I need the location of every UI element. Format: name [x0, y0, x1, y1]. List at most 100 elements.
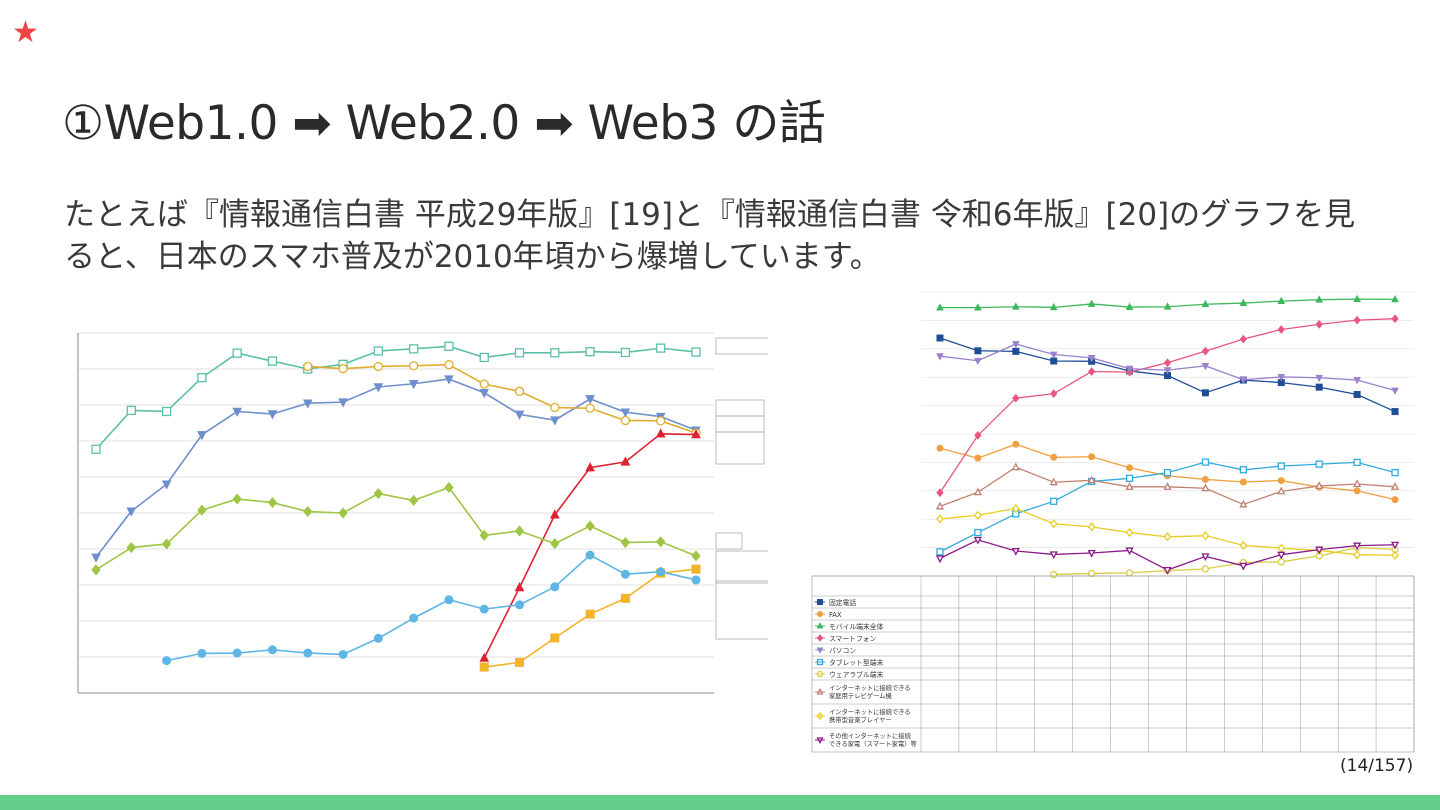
data-point	[656, 343, 666, 353]
data-point	[656, 567, 666, 577]
data-point	[373, 487, 384, 500]
data-point	[936, 548, 944, 556]
data-point	[691, 429, 701, 439]
data-point	[479, 662, 489, 672]
data-point	[126, 541, 136, 554]
data-point	[126, 405, 136, 416]
data-point	[514, 525, 525, 537]
data-point	[408, 380, 419, 390]
data-point	[691, 347, 701, 357]
data-point	[1050, 570, 1058, 579]
data-point	[1315, 374, 1324, 383]
data-point	[549, 416, 560, 426]
data-point	[1011, 341, 1020, 349]
data-point	[197, 648, 207, 658]
table-series-name: 携帯型音楽プレイヤー	[829, 715, 892, 724]
legend-box	[715, 532, 743, 550]
data-point	[935, 501, 945, 510]
chart-left-device-ownership-1999-2016	[77, 332, 768, 694]
data-point	[1353, 550, 1361, 560]
data-point	[373, 346, 384, 356]
data-point	[550, 402, 560, 413]
data-point	[974, 454, 982, 462]
data-point	[514, 386, 525, 396]
data-point	[1353, 458, 1361, 467]
data-point	[1087, 522, 1096, 532]
series-line	[1053, 546, 1396, 576]
data-point	[550, 348, 560, 358]
data-point	[1163, 566, 1172, 575]
series-5	[936, 458, 1399, 556]
data-point	[1201, 565, 1210, 573]
table-series-name: インターネットに接続できる	[829, 683, 911, 692]
data-point	[1163, 482, 1172, 490]
data-point	[1201, 553, 1210, 562]
data-point	[935, 555, 945, 564]
data-point	[1353, 377, 1361, 385]
series-0	[936, 334, 1399, 416]
legend-box	[715, 399, 765, 417]
data-point	[974, 303, 982, 311]
series-line	[166, 554, 697, 662]
data-point	[1201, 483, 1210, 492]
data-point	[1353, 487, 1361, 495]
data-point	[1050, 497, 1058, 505]
data-point	[620, 569, 630, 579]
data-point	[1277, 325, 1285, 334]
data-point	[1088, 453, 1096, 461]
data-point	[162, 656, 172, 666]
data-point	[1011, 503, 1020, 514]
data-point	[656, 536, 666, 548]
data-point	[1087, 475, 1096, 484]
data-point	[232, 648, 242, 658]
legend-box	[715, 415, 765, 433]
data-point	[1353, 294, 1361, 302]
table-series-name: FAX	[829, 611, 842, 619]
series-2	[303, 360, 701, 438]
chart-right-device-ownership-2011-2023: 固定電話 FAX モバイル端末全体スマートフォンパソコンタブレット型端末ウェアラブル…	[811, 291, 1415, 753]
table-series-name: モバイル端末全体	[829, 622, 884, 631]
data-point	[1201, 458, 1210, 466]
data-point	[1277, 296, 1286, 304]
data-point	[1050, 357, 1058, 365]
data-point	[1087, 354, 1096, 363]
data-point	[444, 595, 454, 605]
data-point	[1125, 365, 1134, 374]
data-point	[1239, 540, 1248, 550]
data-point	[515, 657, 525, 667]
data-point	[1315, 319, 1323, 329]
series-8	[936, 503, 1399, 560]
series-line	[95, 345, 697, 450]
data-point	[91, 553, 101, 563]
data-point	[479, 604, 489, 614]
data-point	[1087, 549, 1096, 558]
data-point	[267, 645, 277, 655]
data-point	[197, 372, 207, 383]
data-point	[302, 399, 313, 409]
data-point	[232, 348, 242, 358]
data-point	[1011, 547, 1020, 556]
data-point	[585, 403, 595, 413]
data-point	[974, 347, 982, 355]
series-5	[479, 564, 701, 672]
data-point	[585, 609, 595, 619]
data-point	[1088, 367, 1096, 376]
data-point	[161, 480, 172, 490]
data-point	[1315, 481, 1324, 490]
data-point	[620, 408, 631, 418]
data-point	[936, 303, 944, 311]
table-series-name: タブレット型端末	[829, 658, 884, 667]
data-point	[1239, 298, 1248, 306]
data-point	[550, 538, 560, 550]
series-9	[935, 536, 1400, 575]
data-point	[549, 509, 560, 519]
series-line	[95, 378, 697, 558]
data-point	[514, 582, 525, 592]
data-point	[444, 481, 454, 494]
table-series-name: できる家電（スマート家電）等	[829, 739, 918, 748]
data-point	[408, 494, 419, 506]
data-point	[1315, 460, 1323, 468]
series-line	[939, 539, 1396, 571]
data-point	[1201, 531, 1210, 541]
data-point	[1125, 474, 1134, 482]
